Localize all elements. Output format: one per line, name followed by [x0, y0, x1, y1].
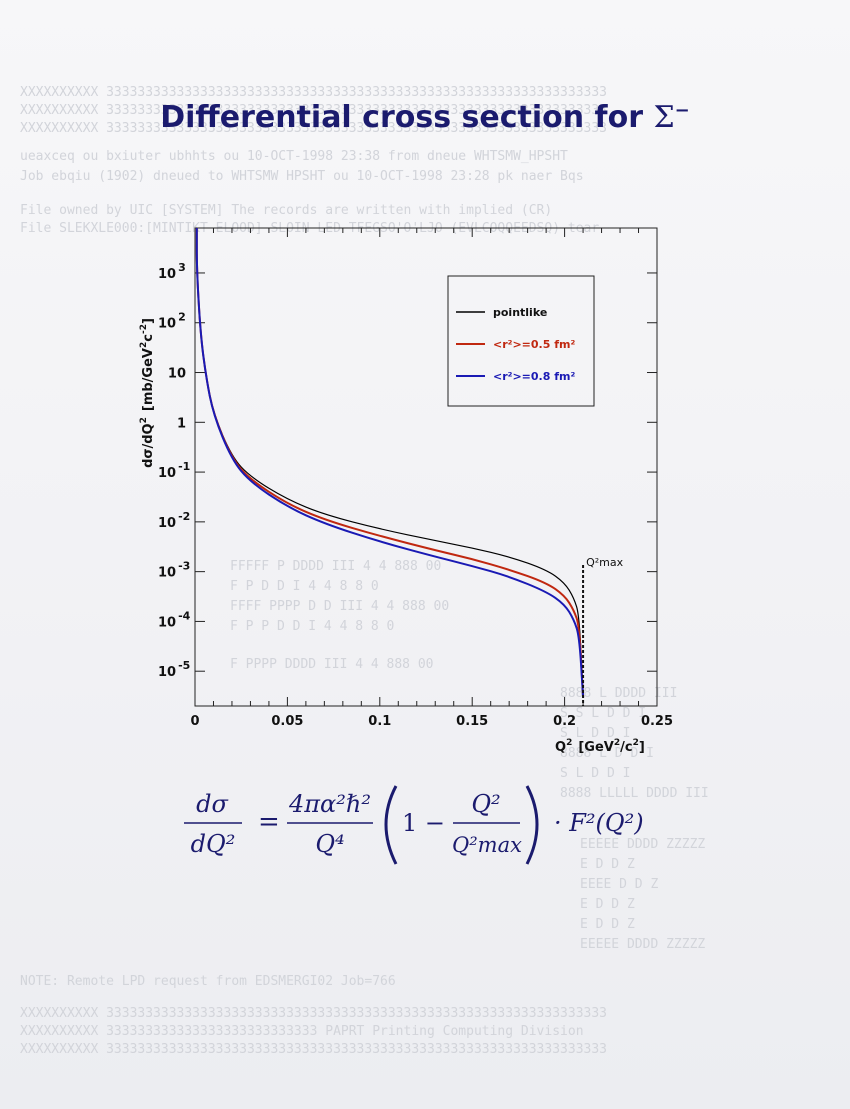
y-tick-label-7: 10 -4	[158, 609, 191, 630]
qmax-marker: Q²max	[582, 556, 624, 706]
x-axis-label: Q2 [GeV2/c2]	[555, 738, 645, 755]
formula-ratio-numerator: Q²	[471, 790, 500, 818]
qmax-label: Q²max	[586, 556, 624, 569]
svg-text:dσ/dQ2[mb/GeV2c-2]: dσ/dQ2[mb/GeV2c-2]	[139, 318, 156, 468]
formula-lhs-numerator: dσ	[196, 790, 228, 818]
svg-text:=: =	[258, 807, 280, 837]
axis-ticks	[194, 228, 658, 706]
legend-label-1: <r²>=0.5 fm²	[493, 338, 575, 351]
y-tick-label-3: 1	[177, 416, 186, 431]
legend-box	[447, 275, 595, 407]
formula-one-minus: 1 −	[402, 809, 445, 837]
formula-graphic: dσ dQ² = 4πα²ℏ² Q⁴ 1 − Q² Q²max · F²(Q²)	[184, 785, 644, 865]
legend-label-0: pointlike	[493, 306, 547, 319]
series-line-0	[196, 227, 584, 698]
x-tick-label-4: 0.2	[553, 714, 576, 729]
formula-coef-denominator: Q⁴	[315, 830, 344, 858]
x-tick-label-1: 0.05	[271, 714, 303, 729]
page-title: Differential cross section for Σ−	[0, 100, 850, 135]
page-title-text: Differential cross section for	[160, 100, 643, 135]
x-tick-label-2: 0.1	[368, 714, 391, 729]
legend: pointlike <r²>=0.5 fm² <r²>=0.8 fm²	[447, 275, 595, 407]
page-title-symbol: Σ	[653, 100, 675, 135]
formula-ratio-denominator: Q²max	[452, 833, 522, 857]
x-tick-label-3: 0.15	[456, 714, 488, 729]
svg-text:Q2[GeV2/c2]: Q2 [GeV2/c2]	[555, 738, 645, 755]
y-tick-label-5: 10 -2	[158, 510, 190, 531]
x-tick-label-5: 0.25	[641, 714, 673, 729]
y-tick-label-8: 10 -5	[158, 659, 190, 680]
page-title-charge: −	[674, 100, 690, 121]
series-line-2	[195, 227, 585, 698]
x-tick-label-0: 0	[190, 714, 199, 729]
legend-label-2: <r²>=0.8 fm²	[493, 370, 575, 383]
plot-frame	[194, 227, 658, 707]
y-tick-label-4: 10 -1	[158, 460, 190, 481]
x-tick-labels: 0 0.05 0.1 0.15 0.2 0.25	[190, 714, 673, 729]
formula-lhs-denominator: dQ²	[191, 830, 236, 858]
formula-tail: · F²(Q²)	[554, 809, 644, 837]
cross-section-formula: dσ dQ² = 4πα²ℏ² Q⁴ 1 − Q² Q²max · F²(Q²)	[170, 772, 650, 882]
y-axis-label: dσ/dQ2[mb/GeV2c-2]	[139, 318, 156, 468]
series-lines	[195, 227, 585, 698]
y-tick-label-1: 10 2	[158, 311, 186, 332]
y-tick-label-0: 10 3	[158, 261, 186, 282]
series-line-1	[195, 227, 585, 698]
y-tick-label-2: 10	[168, 367, 186, 382]
formula-coef-numerator: 4πα²ℏ²	[288, 790, 371, 818]
y-tick-label-6: 10 -3	[158, 560, 190, 581]
